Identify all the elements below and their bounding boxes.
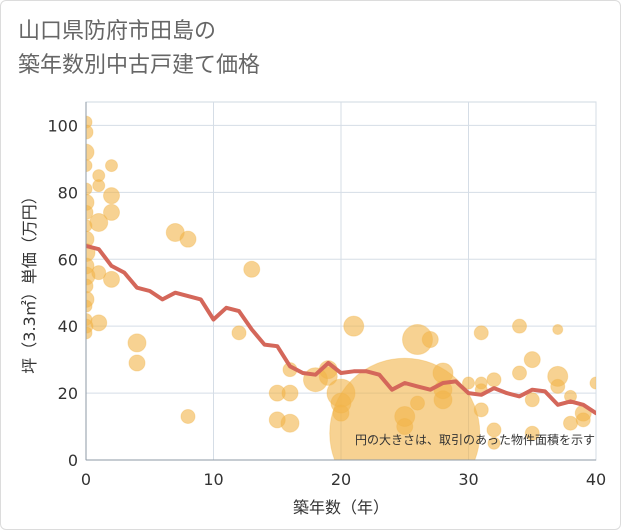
bubble-point bbox=[473, 325, 489, 341]
bubble-point bbox=[487, 436, 501, 450]
bubble-point bbox=[103, 270, 120, 288]
y-tick-label: 60 bbox=[58, 250, 78, 269]
bubble-point bbox=[127, 333, 147, 353]
bubble-point bbox=[86, 115, 93, 129]
y-tick-label: 0 bbox=[68, 451, 78, 470]
bubble-point bbox=[86, 230, 95, 248]
y-tick-label: 20 bbox=[58, 384, 78, 403]
x-tick-label: 20 bbox=[331, 470, 351, 489]
bubble-point bbox=[462, 376, 475, 390]
x-tick-label: 30 bbox=[458, 470, 478, 489]
bubble-point bbox=[243, 260, 261, 278]
bubble-point bbox=[410, 395, 425, 411]
bubble-point bbox=[563, 415, 578, 431]
y-tick-label: 100 bbox=[47, 116, 78, 135]
bubble-size-note: 円の大きさは、取引のあった物件面積を示す bbox=[355, 432, 595, 447]
chart-title-line1: 山口県防府市田島の bbox=[18, 19, 217, 44]
bubble-point bbox=[550, 378, 566, 394]
x-tick-label: 40 bbox=[586, 470, 606, 489]
bubble-point bbox=[421, 331, 439, 349]
bubble-point bbox=[86, 159, 93, 173]
x-tick-label: 10 bbox=[203, 470, 223, 489]
chart-title-line2: 築年数別中古戸建て価格 bbox=[18, 53, 261, 78]
bubble-layer bbox=[86, 115, 596, 460]
bubble-point bbox=[180, 409, 196, 425]
bubble-point bbox=[512, 318, 527, 334]
bubble-point bbox=[86, 182, 93, 196]
bubble-point bbox=[281, 384, 299, 402]
trend-line-layer bbox=[86, 243, 596, 416]
y-tick-label: 80 bbox=[58, 183, 78, 202]
bubble-point bbox=[589, 376, 596, 390]
bubble-point bbox=[396, 418, 414, 436]
bubble-point bbox=[318, 366, 338, 386]
bubble-point bbox=[343, 315, 365, 337]
bubble-point bbox=[179, 230, 197, 248]
bubble-point bbox=[552, 324, 564, 336]
bubble-point bbox=[92, 179, 106, 193]
bubble-point bbox=[128, 354, 146, 372]
bubble-point bbox=[486, 422, 502, 438]
bubble-point bbox=[486, 372, 502, 388]
bubble-point bbox=[280, 413, 300, 433]
bubble-point bbox=[432, 362, 454, 384]
bubble-point bbox=[86, 326, 93, 340]
bubble-point bbox=[86, 278, 94, 294]
x-axis-label: 築年数（年） bbox=[293, 498, 389, 517]
bubble-point bbox=[89, 212, 109, 232]
axes: 0 10 20 30 40 0 20 40 60 80 100 bbox=[47, 102, 606, 489]
bubble-point bbox=[86, 299, 93, 313]
bubble-point bbox=[524, 392, 540, 408]
chart-title: 山口県防府市田島の 築年数別中古戸建て価格 bbox=[18, 15, 260, 83]
bubble-point bbox=[523, 351, 541, 369]
bubble-point bbox=[103, 187, 120, 205]
bubble-point bbox=[86, 124, 94, 140]
average-price-line bbox=[86, 243, 596, 416]
bubble-point bbox=[524, 425, 540, 441]
bubble-point bbox=[86, 143, 95, 161]
x-tick-label: 0 bbox=[81, 470, 91, 489]
bubble-point bbox=[90, 314, 108, 332]
bubble-point bbox=[575, 412, 591, 428]
bubble-point bbox=[231, 325, 247, 341]
bubble-point bbox=[103, 203, 120, 221]
bubble-point bbox=[91, 265, 107, 281]
bubble-point bbox=[512, 365, 527, 381]
y-axis-label: 坪（3.3㎡）単価（万円） bbox=[20, 188, 39, 373]
bubble-point bbox=[473, 402, 489, 418]
y-tick-label: 40 bbox=[58, 317, 78, 336]
bubble-point bbox=[86, 204, 94, 220]
bubble-point bbox=[105, 159, 118, 173]
